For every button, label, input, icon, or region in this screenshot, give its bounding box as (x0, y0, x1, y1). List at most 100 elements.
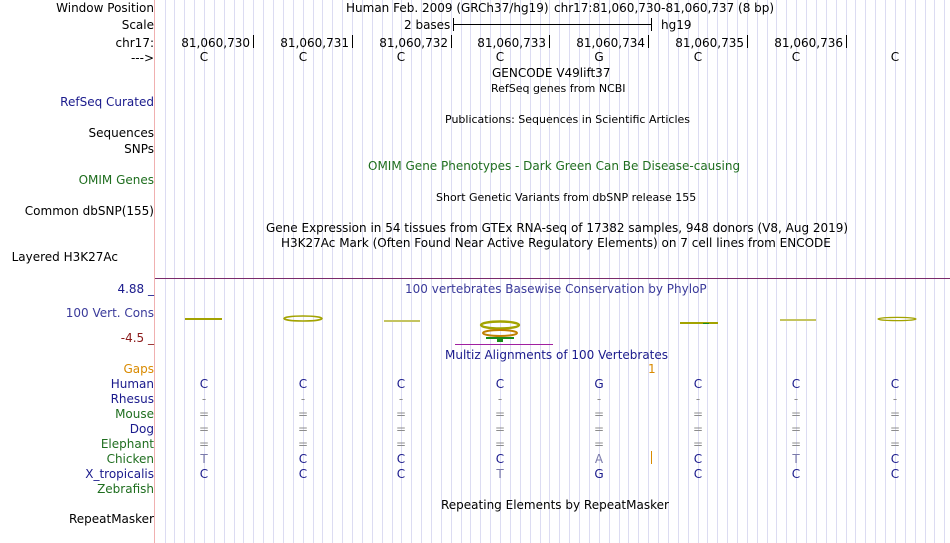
guide-line (490, 0, 491, 543)
species-label-rhesus[interactable]: Rhesus (110, 392, 154, 406)
guide-line (628, 0, 629, 543)
guide-line (737, 0, 738, 543)
alignment-base: C (791, 377, 801, 391)
guide-line (915, 0, 916, 543)
guide-line (411, 0, 412, 543)
species-label-human[interactable]: Human (110, 377, 154, 391)
reference-base: C (693, 50, 703, 64)
position-tick (451, 35, 452, 48)
species-label-zebrafish[interactable]: Zebrafish (97, 482, 154, 496)
chrom-label: chr17: (115, 36, 154, 50)
h3k27ac-track-title[interactable]: H3K27Ac Mark (Often Found Near Active Re… (281, 236, 831, 250)
guide-line (796, 0, 797, 543)
gtex-track-title[interactable]: Gene Expression in 54 tissues from GTEx … (266, 221, 849, 235)
guide-line (322, 0, 323, 543)
alignment-base: G (594, 467, 604, 481)
omim-track-label[interactable]: OMIM Genes (78, 173, 154, 187)
guide-line (658, 0, 659, 543)
alignment-base: = (889, 407, 901, 421)
position-tick (549, 35, 550, 48)
chicken-insertion-marker[interactable] (651, 451, 652, 464)
guide-line (934, 0, 935, 543)
cons-track-title[interactable]: 100 vertebrates Basewise Conservation by… (405, 282, 707, 296)
guide-line (451, 0, 452, 543)
alignment-base: C (199, 467, 209, 481)
gap-count[interactable]: 1 (648, 362, 656, 376)
alignment-base: C (298, 467, 308, 481)
cons-track-label[interactable]: 100 Vert. Cons (65, 306, 154, 320)
guide-line (273, 0, 274, 543)
gencode-track-title[interactable]: GENCODE V49lift37 (492, 66, 611, 80)
position-tick (846, 35, 847, 48)
guide-line (895, 0, 896, 543)
alignment-base: = (889, 422, 901, 436)
alignment-base: = (790, 407, 802, 421)
alignment-base: = (494, 422, 506, 436)
species-label-elephant[interactable]: Elephant (100, 437, 154, 451)
strand-label: ---> (130, 51, 154, 65)
guide-line (520, 0, 521, 543)
guide-line (372, 0, 373, 543)
h3k27ac-track-label[interactable]: Layered H3K27Ac (11, 250, 118, 264)
guide-line (579, 0, 580, 543)
species-label-x_tropicalis[interactable]: X_tropicalis (85, 467, 154, 481)
dbsnp-track-label[interactable]: Common dbSNP(155) (24, 204, 154, 218)
guide-line (944, 0, 945, 543)
alignment-base: = (297, 437, 309, 451)
guide-line (165, 0, 166, 543)
scale-bar-left-tick (453, 18, 454, 31)
omim-track-title[interactable]: OMIM Gene Phenotypes - Dark Green Can Be… (368, 159, 741, 173)
guide-line (885, 0, 886, 543)
guide-line (826, 0, 827, 543)
guide-line (204, 0, 205, 543)
guide-line (530, 0, 531, 543)
cons-ymax-label: 4.88 _ (117, 282, 154, 296)
alignment-base: = (297, 422, 309, 436)
alignment-base: C (396, 377, 406, 391)
window-title-assembly: Human Feb. 2009 (GRCh37/hg19) (346, 1, 549, 15)
logo-mark (497, 339, 503, 342)
repeatmasker-track-label[interactable]: RepeatMasker (68, 512, 154, 526)
guide-line (559, 0, 560, 543)
guide-line (332, 0, 333, 543)
guide-line (549, 0, 550, 543)
alignment-base: C (396, 452, 406, 466)
multiz-track-title[interactable]: Multiz Alignments of 100 Vertebrates (445, 348, 669, 362)
alignment-base: = (198, 437, 210, 451)
position-label: 81,060,731 (280, 36, 349, 50)
position-label: 81,060,735 (675, 36, 744, 50)
guide-line (224, 0, 225, 543)
alignment-base: = (395, 422, 407, 436)
guide-line (757, 0, 758, 543)
guide-line (352, 0, 353, 543)
sequences-track-label[interactable]: Sequences (88, 126, 154, 140)
publications-track-title[interactable]: Publications: Sequences in Scientific Ar… (445, 113, 690, 126)
guide-line (717, 0, 718, 543)
guide-line (392, 0, 393, 543)
refseq-track-label[interactable]: RefSeq Curated (60, 95, 154, 109)
snps-track-label[interactable]: SNPs (124, 142, 154, 156)
scale-bar-right-tick (651, 18, 652, 31)
alignment-base: C (693, 452, 703, 466)
guide-line (855, 0, 856, 543)
guide-line (234, 0, 235, 543)
species-label-chicken[interactable]: Chicken (106, 452, 154, 466)
window-position-label: Window Position (56, 1, 154, 15)
species-label-mouse[interactable]: Mouse (115, 407, 154, 421)
alignment-base: = (395, 437, 407, 451)
alignment-base: G (594, 377, 604, 391)
logo-mark (482, 329, 518, 337)
refseq-track-title[interactable]: RefSeq genes from NCBI (491, 82, 626, 95)
alignment-base: = (593, 437, 605, 451)
dbsnp-track-title[interactable]: Short Genetic Variants from dbSNP releas… (436, 191, 697, 204)
guide-line (747, 0, 748, 543)
reference-base: C (890, 50, 900, 64)
guide-line (668, 0, 669, 543)
logo-mark (780, 319, 816, 321)
repeatmasker-track-title[interactable]: Repeating Elements by RepeatMasker (441, 498, 669, 512)
guide-line (253, 0, 254, 543)
window-title-position: chr17:81,060,730-81,060,737 (8 bp) (554, 1, 775, 15)
guide-line (293, 0, 294, 543)
species-label-dog[interactable]: Dog (129, 422, 154, 436)
